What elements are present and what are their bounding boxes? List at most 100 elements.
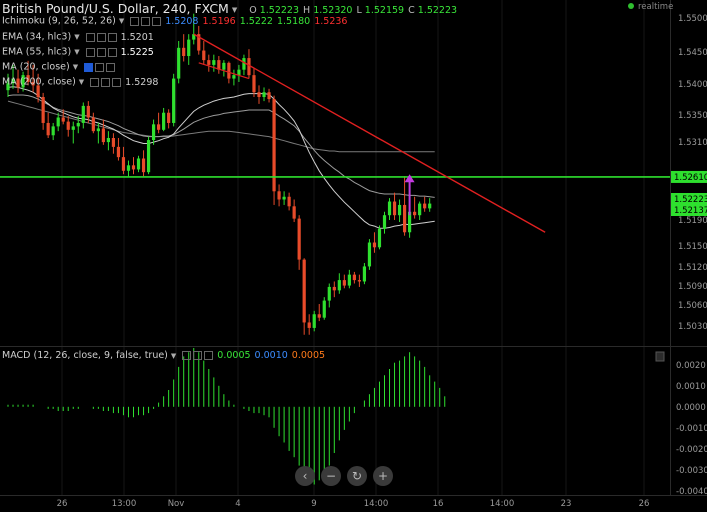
indicator-label[interactable]: EMA (34, hlc3): [2, 31, 72, 43]
close-icon[interactable]: [107, 47, 117, 57]
chevron-down-icon[interactable]: ▼: [74, 33, 80, 41]
candle-body: [257, 92, 261, 98]
macd-tick-label: -0.0020: [676, 445, 707, 455]
indicator-label[interactable]: MA (20, close): [2, 61, 70, 73]
time-tick-label: 14:00: [490, 499, 515, 508]
ohlc-c-value: 1.52223: [417, 5, 458, 16]
eye-icon[interactable]: [84, 62, 94, 72]
indicator-row[interactable]: EMA (55, hlc3) ▼ 1.5225: [2, 45, 154, 59]
close-icon[interactable]: [107, 32, 117, 42]
chevron-down-icon[interactable]: ▼: [74, 48, 80, 56]
candle: [96, 122, 100, 144]
candle: [6, 73, 10, 98]
chevron-down-icon[interactable]: ▼: [170, 351, 177, 360]
indicator-label[interactable]: EMA (55, hlc3): [2, 46, 72, 58]
price-label-text: 1.52610: [674, 173, 707, 183]
candle: [16, 69, 20, 93]
close-icon[interactable]: [112, 77, 122, 87]
scroll-back-button[interactable]: ‹: [295, 466, 315, 486]
arrow-head: [404, 174, 415, 183]
candle-body: [126, 165, 131, 171]
candle: [207, 54, 211, 72]
candle-body: [116, 146, 121, 158]
eye-icon[interactable]: [90, 77, 100, 87]
candle: [106, 131, 110, 151]
drawing-layer: [0, 33, 670, 233]
settings-icon[interactable]: [101, 77, 111, 87]
eye-icon[interactable]: [85, 32, 95, 42]
candle: [332, 281, 336, 298]
candle-body: [21, 75, 25, 88]
indicator-row[interactable]: MA (20, close) ▼: [2, 60, 116, 74]
settings-icon[interactable]: [96, 32, 106, 42]
time-tick-label: 14:00: [364, 499, 389, 508]
settings-icon[interactable]: [96, 47, 106, 57]
eye-icon[interactable]: [182, 351, 192, 360]
indicator-row[interactable]: Ichimoku (9, 26, 52, 26) ▼ 1.5208 1.5196 1.5…: [2, 14, 347, 28]
price-tick-label: 1.53100: [678, 138, 707, 148]
candle: [312, 310, 316, 332]
indicator-row[interactable]: EMA (34, hlc3) ▼ 1.5201: [2, 30, 154, 44]
candle-body: [167, 112, 171, 123]
status-dot-icon: [628, 3, 634, 9]
candle-body: [41, 97, 45, 123]
chevron-down-icon[interactable]: ▼: [118, 17, 125, 25]
macd-label[interactable]: MACD (12, 26, close, 9, false, true): [2, 350, 168, 361]
chart-title[interactable]: British Pound/U.S. Dollar, 240, FXCM: [2, 1, 229, 16]
time-tick-label: 23: [561, 499, 572, 508]
candle: [392, 192, 397, 220]
chevron-down-icon[interactable]: ▼: [78, 78, 85, 86]
candle-body: [212, 60, 216, 65]
candle-body: [232, 75, 236, 79]
candle-body: [252, 75, 256, 93]
candle-body: [267, 92, 271, 100]
indicator-label[interactable]: MA (200, close): [2, 76, 76, 88]
candle: [247, 49, 251, 79]
candle: [252, 68, 256, 98]
candle: [192, 13, 196, 45]
candle-body: [207, 60, 211, 65]
symbol-header[interactable]: British Pound/U.S. Dollar, 240, FXCM ▼ O …: [2, 0, 461, 18]
candle: [287, 192, 291, 211]
macd-legend[interactable]: MACD (12, 26, close, 9, false, true) ▼ 0.0…: [2, 350, 325, 361]
ohlc-h-label: H: [303, 5, 314, 16]
chevron-down-icon[interactable]: ▼: [231, 5, 238, 14]
candle: [337, 273, 341, 294]
indicator-value: 1.5222: [239, 15, 273, 27]
zoom-in-button[interactable]: +: [373, 466, 393, 486]
settings-icon[interactable]: [193, 351, 203, 360]
candle: [372, 232, 377, 253]
reset-button[interactable]: ↻: [347, 466, 367, 486]
candle-body: [106, 138, 110, 143]
candle-body: [141, 158, 146, 173]
indicator-label[interactable]: Ichimoku (9, 26, 52, 26): [2, 15, 116, 27]
candle: [177, 40, 181, 84]
eye-icon[interactable]: [130, 16, 140, 26]
indicator-row[interactable]: MA (200, close) ▼ 1.5298: [2, 75, 158, 89]
candle: [86, 101, 90, 123]
candle: [413, 196, 417, 219]
zoom-out-button[interactable]: −: [321, 466, 341, 486]
candle: [307, 314, 311, 335]
eye-icon[interactable]: [85, 47, 95, 57]
chevron-down-icon[interactable]: ▼: [72, 63, 79, 71]
price-tick-label: 1.51200: [678, 263, 707, 273]
indicator-value: 1.5208: [165, 15, 199, 27]
ema-layer: [7, 86, 435, 229]
macd-tick-label: 0.0020: [676, 361, 706, 371]
ema55-line: [7, 94, 435, 198]
macd-value: 0.0005: [217, 350, 251, 361]
close-icon[interactable]: [106, 62, 116, 72]
close-icon[interactable]: [204, 351, 214, 360]
candle-body: [418, 203, 422, 216]
settings-icon[interactable]: [141, 16, 151, 26]
indicator-value: 1.5196: [202, 15, 236, 27]
candle: [91, 112, 95, 134]
time-tick-label: 4: [235, 499, 240, 508]
close-icon[interactable]: [152, 16, 162, 26]
candle-body: [16, 78, 20, 88]
candle: [317, 304, 321, 322]
settings-icon[interactable]: [95, 62, 105, 72]
